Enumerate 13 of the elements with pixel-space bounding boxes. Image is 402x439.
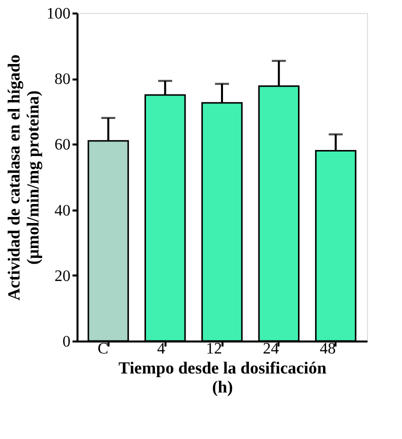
- y-tick-label: 100: [46, 6, 70, 22]
- x-tick-label: 24: [262, 340, 279, 358]
- y-tick-label: 80: [54, 71, 70, 88]
- y-tick-label: 60: [54, 136, 70, 154]
- y-tick-label: 0: [62, 334, 70, 350]
- x-tick-label: 12: [206, 340, 222, 358]
- y-axis-title: Actividad de catalasa en el hígado (μmol/min/mg proteína): [4, 54, 42, 301]
- x-axis-title: Tiempo desde la dosificación (h): [118, 358, 328, 396]
- y-tick-label: 20: [54, 268, 70, 285]
- x-tick-label: 4: [157, 340, 166, 358]
- y-tick-label: 40: [54, 202, 70, 220]
- x-tick-label: C: [98, 340, 108, 358]
- x-tick-label: 48: [320, 340, 336, 358]
